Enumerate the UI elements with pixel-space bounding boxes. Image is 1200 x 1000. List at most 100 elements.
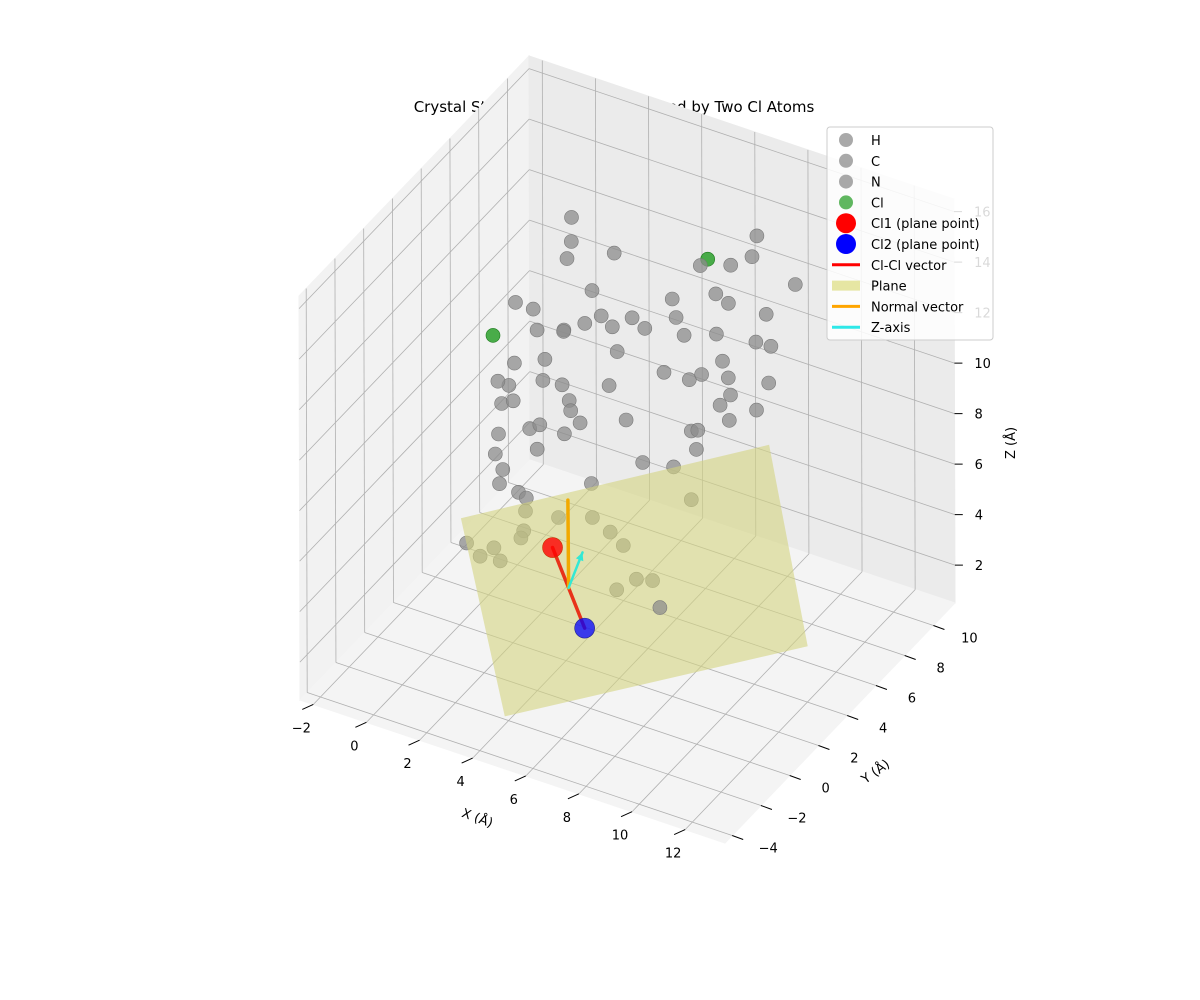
atom-point [537,351,553,367]
grid-back-z [529,371,955,516]
cl1-plane-point [542,537,563,558]
atom-point [676,327,692,343]
y-tick-label: −4 [759,842,778,857]
grid-floor-x [631,571,863,812]
atom-point [694,367,709,382]
x-axis-label: X (Å) [460,805,496,831]
grid-left-y [507,78,509,483]
atom-point [557,426,572,442]
grid-left-z [299,421,531,663]
atom-point [664,291,680,307]
grid-floor-y [335,662,762,806]
atom-point [721,295,736,311]
cl2-plane-point [574,617,595,639]
x-tick-label: 4 [457,775,465,790]
grid-floor-x [312,464,544,705]
x-tick-label: 10 [612,829,629,844]
atom-point [761,375,777,391]
legend-label: Cl-Cl vector [871,259,947,274]
atom-point [723,387,738,403]
atom-point [681,372,697,388]
atom-point [637,321,653,336]
atom-point [787,277,803,292]
legend-marker [839,195,853,210]
tick-mark [760,805,773,810]
legend-marker [839,174,853,189]
atom-point [749,402,764,418]
atom-point [593,308,609,324]
grid-left-z [299,270,530,511]
atom-point [563,403,579,419]
grid-back-x [648,96,650,501]
y-tick-label: 8 [937,662,945,677]
atom-point [505,393,521,409]
x-tick-label: 6 [510,793,518,808]
tick-mark [620,811,633,818]
legend-marker [839,133,853,147]
atom-point [535,373,551,388]
atom-point [758,306,774,322]
atom-point [563,234,579,249]
atom-point [692,258,708,273]
atom-point [584,283,600,298]
cl-atom-point [485,328,501,343]
atom-point [508,295,523,310]
grid-left-z [299,371,531,612]
atom-point [723,257,739,273]
atom-point [577,316,593,331]
atom-point [744,249,760,265]
atom-point [668,310,684,325]
tick-mark [789,775,801,780]
legend-marker [836,234,856,254]
atom-point [572,415,588,431]
x-tick-label: 0 [350,739,358,754]
grid-left-y [363,228,366,633]
z-axis-label: Z (Å) [1003,427,1019,459]
atom-point [712,397,728,413]
atom-point [490,373,506,389]
grid-left-z [298,68,530,309]
grid-left-z [298,169,530,410]
y-tick-label: −2 [787,812,806,827]
atom-point [720,370,736,386]
atom-point [721,413,737,428]
atom-point [689,442,704,457]
grid-left-y [334,258,337,663]
y-tick-label: 2 [850,752,858,767]
atom-point [715,353,730,369]
legend-marker [836,213,856,234]
grid-left-y [305,288,308,693]
legend: HCN Cl Cl1 (plane point) Cl2 (plane point) C… [826,126,994,341]
atom-point [601,378,617,393]
tick-mark [567,793,580,800]
z-tick-label: 6 [975,458,983,473]
atom-point [556,324,571,339]
legend-box [826,126,994,341]
tick-mark [875,685,888,690]
legend-label: N [871,176,881,191]
y-tick-label: 6 [908,692,916,707]
grid-left-y [478,108,481,513]
atom-point [604,319,620,335]
y-tick-label: 4 [879,722,887,737]
grid-left-z [298,118,530,360]
tick-mark [461,757,473,764]
grid-floor-y [307,692,733,836]
atom-point [635,455,651,470]
atom-point [492,476,507,492]
tick-mark [933,625,945,630]
tick-mark [673,829,686,836]
atom-point [532,417,548,433]
y-tick-label: 10 [961,632,978,647]
plane-surface [460,444,808,717]
atom-point [652,600,668,615]
atom-point [491,426,506,442]
tick-mark [302,704,314,710]
grid-left-z [299,219,530,461]
x-tick-label: −2 [292,721,311,736]
atom-point [525,301,541,317]
tick-mark [818,745,830,750]
legend-label: Cl [871,196,884,211]
